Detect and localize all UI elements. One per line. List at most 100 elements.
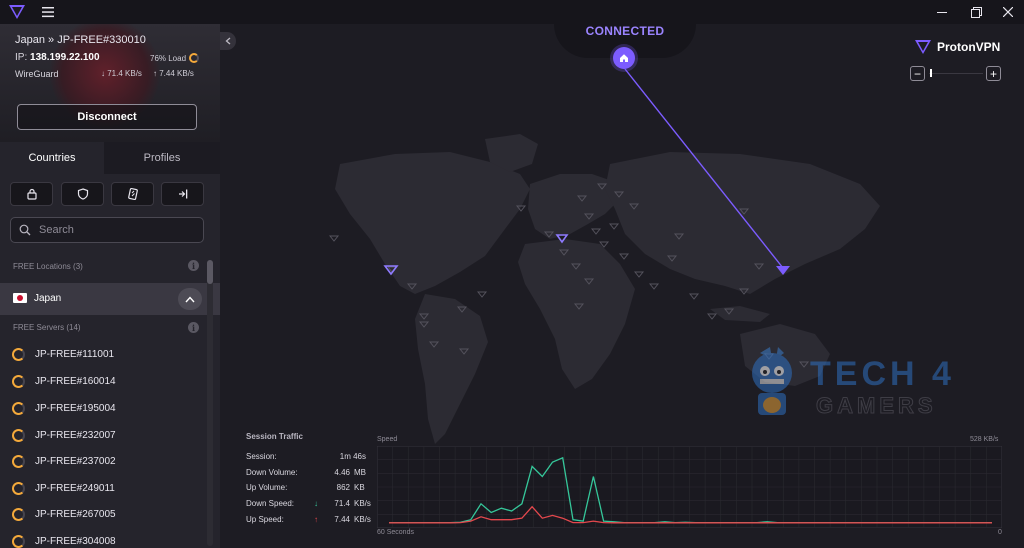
brand-name: ProtonVPN xyxy=(937,40,1001,54)
sidebar: Japan » JP-FREE#330010 IP: 138.199.22.10… xyxy=(0,24,220,548)
server-load-icon xyxy=(12,482,25,495)
tor-icon xyxy=(178,189,187,199)
scrollbar-track[interactable] xyxy=(207,260,213,546)
search-field[interactable] xyxy=(10,217,204,243)
japan-server-marker xyxy=(776,266,790,275)
minimize-button[interactable] xyxy=(927,2,957,22)
server-name: JP-FREE#111001 xyxy=(35,349,115,360)
server-name: JP-FREE#232007 xyxy=(35,430,116,441)
server-load-icon xyxy=(12,348,25,361)
netshield-filter-button[interactable] xyxy=(61,182,104,206)
tab-countries[interactable]: Countries xyxy=(0,142,104,174)
home-location-button[interactable] xyxy=(613,47,635,69)
world-map xyxy=(328,68,880,444)
connection-status-label: CONNECTED xyxy=(585,24,665,38)
down-volume-label: Down Volume: xyxy=(246,468,298,477)
protonvpn-brand: ProtonVPN xyxy=(914,39,1000,55)
up-volume-unit: KB xyxy=(354,483,365,492)
protocol-label: WireGuard xyxy=(15,69,59,79)
server-load: 76% Load xyxy=(150,53,200,63)
server-item[interactable]: JP-FREE#249011 xyxy=(0,476,205,502)
server-item[interactable]: JP-FREE#237002 xyxy=(0,449,205,475)
server-load-icon xyxy=(12,375,25,388)
server-load-icon xyxy=(12,429,25,442)
down-volume-unit: MB xyxy=(354,468,366,477)
server-name: JP-FREE#249011 xyxy=(35,483,115,494)
maximize-button[interactable] xyxy=(961,2,991,22)
disconnect-button[interactable]: Disconnect xyxy=(17,104,197,130)
up-speed-label: Up Speed: xyxy=(246,515,284,524)
country-name: Japan xyxy=(34,293,62,304)
zoom-slider-handle[interactable] xyxy=(930,69,932,77)
tab-profiles[interactable]: Profiles xyxy=(104,142,220,174)
down-arrow-icon: ↓ xyxy=(314,499,318,508)
chart-max-label: 528 KB/s xyxy=(970,436,999,443)
zoom-slider-track[interactable] xyxy=(929,73,983,74)
title-bar xyxy=(0,0,1024,24)
europe-server-marker xyxy=(555,234,569,244)
load-label: 76% Load xyxy=(150,53,187,63)
session-value: 1m 46s xyxy=(339,452,366,461)
server-item[interactable]: JP-FREE#304008 xyxy=(0,529,205,548)
zoom-out-button[interactable]: − xyxy=(910,66,925,81)
indonesia-landmass xyxy=(710,306,770,322)
lock-icon xyxy=(26,188,37,200)
north-america-landmass xyxy=(335,152,530,294)
chevron-left-icon xyxy=(225,37,231,45)
greenland-landmass xyxy=(485,134,538,172)
server-load-icon xyxy=(12,535,25,548)
load-indicator-icon xyxy=(189,53,200,63)
connection-panel: Japan » JP-FREE#330010 IP: 138.199.22.10… xyxy=(0,24,220,142)
feature-filters xyxy=(10,182,206,206)
scrollbar-thumb[interactable] xyxy=(207,260,213,284)
tor-filter-button[interactable] xyxy=(161,182,204,206)
zoom-in-button[interactable]: + xyxy=(986,66,1001,81)
upload-rate-value: 7.44 KB/s xyxy=(159,69,194,78)
us-server-marker xyxy=(383,265,399,276)
download-rate-value: 71.4 KB/s xyxy=(107,69,142,78)
down-speed-label: Down Speed: xyxy=(246,499,295,508)
down-speed-value: 71.4 xyxy=(334,499,350,508)
africa-landmass xyxy=(518,239,635,389)
up-speed-value: 7.44 xyxy=(334,515,350,524)
chart-speed-label: Speed xyxy=(377,436,398,443)
free-locations-label: FREE Locations (3) xyxy=(13,262,83,271)
up-speed-unit: KB/s xyxy=(354,515,371,524)
country-row-japan[interactable]: Japan xyxy=(0,283,220,315)
server-item[interactable]: JP-FREE#160014 xyxy=(0,369,205,395)
south-america-landmass xyxy=(415,294,488,444)
menu-icon[interactable] xyxy=(40,4,56,20)
home-icon xyxy=(620,54,628,62)
info-icon[interactable]: i xyxy=(188,322,199,333)
chart-zero-label: 0 xyxy=(998,529,1002,536)
info-icon[interactable]: i xyxy=(188,260,199,271)
collapse-sidebar-button[interactable] xyxy=(220,32,236,50)
search-input[interactable] xyxy=(39,224,189,236)
asia-landmass xyxy=(605,152,880,294)
collapse-country-button[interactable] xyxy=(178,288,202,310)
session-label: Session: xyxy=(246,452,277,461)
server-item[interactable]: JP-FREE#195004 xyxy=(0,396,205,422)
session-traffic-panel: Session Traffic Session: 1m 46s Down Vol… xyxy=(246,432,376,524)
sidebar-tabs: Profiles Countries xyxy=(0,142,220,174)
server-item[interactable]: JP-FREE#232007 xyxy=(0,423,205,449)
server-name: JP-FREE#195004 xyxy=(35,403,116,414)
ip-address: IP: 138.199.22.100 xyxy=(15,52,100,63)
server-item[interactable]: JP-FREE#267005 xyxy=(0,502,205,528)
speed-chart xyxy=(377,446,1002,528)
down-speed-unit: KB/s xyxy=(354,499,371,508)
connection-line xyxy=(624,68,784,269)
europe-landmass xyxy=(528,174,620,239)
server-name: JP-FREE#267005 xyxy=(35,509,116,520)
server-load-icon xyxy=(12,508,25,521)
search-icon xyxy=(19,224,31,236)
chart-time-span-label: 60 Seconds xyxy=(377,529,414,536)
secure-core-filter-button[interactable] xyxy=(10,182,53,206)
up-volume-label: Up Volume: xyxy=(246,483,288,492)
up-speed-series-line xyxy=(389,505,992,524)
ip-label: IP: xyxy=(15,52,28,63)
server-item[interactable]: JP-FREE#111001 xyxy=(0,342,205,368)
watermark-line-2: GAMERS xyxy=(816,393,937,418)
p2p-filter-button[interactable] xyxy=(111,182,154,206)
close-button[interactable] xyxy=(993,2,1023,22)
